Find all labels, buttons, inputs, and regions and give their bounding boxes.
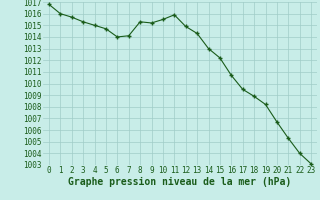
X-axis label: Graphe pression niveau de la mer (hPa): Graphe pression niveau de la mer (hPa) bbox=[68, 177, 292, 187]
